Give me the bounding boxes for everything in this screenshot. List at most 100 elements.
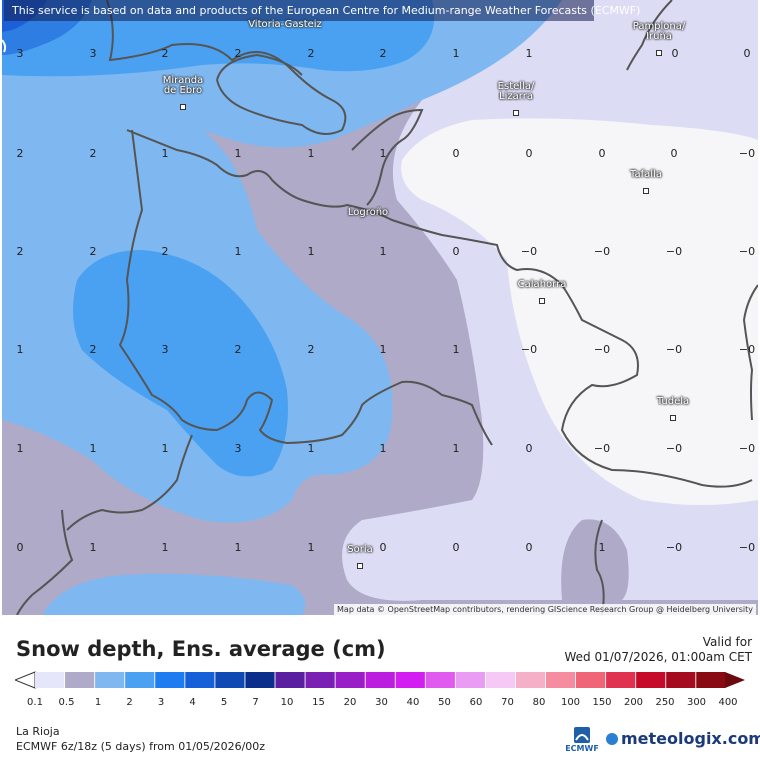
city-label: Logroño (347, 207, 389, 218)
grid-value: 1 (452, 47, 460, 60)
colorbar-segment (365, 672, 395, 688)
grid-value: 1 (307, 147, 315, 160)
grid-value: 1 (598, 541, 606, 554)
grid-value: −0 (593, 442, 611, 455)
snow-zone-trace (401, 118, 758, 505)
model-run-info: ECMWF 6z/18z (5 days) from 01/05/2026/00… (16, 740, 266, 753)
region-borders (16, 0, 758, 615)
grid-value: 0 (671, 47, 679, 60)
city-marker-icon (357, 563, 363, 569)
grid-value: 1 (89, 442, 97, 455)
grid-value: 1 (379, 245, 387, 258)
grid-value: −0 (738, 245, 756, 258)
grid-value: 2 (234, 47, 242, 60)
meteologix-brand[interactable]: meteologix.com (606, 729, 760, 748)
grid-value: 1 (234, 245, 242, 258)
colorbar-segment (35, 672, 65, 688)
ecmwf-logo[interactable]: ECMWF (562, 726, 602, 756)
colorbar-tick-label: 60 (469, 697, 483, 708)
colorbar-tick-label: 300 (686, 697, 707, 708)
city-label: Estella/ Lizarra (497, 81, 535, 102)
grid-value: 0 (743, 47, 751, 60)
ecmwf-disclaimer: This service is based on data and produc… (4, 0, 640, 21)
colorbar-tick-label: 20 (343, 697, 357, 708)
grid-value: −0 (593, 343, 611, 356)
grid-value: 0 (525, 541, 533, 554)
grid-value: 2 (307, 47, 315, 60)
grid-value: 1 (307, 245, 315, 258)
grid-value: 1 (452, 343, 460, 356)
colorbar-high-arrow (725, 672, 745, 688)
grid-value: 1 (379, 147, 387, 160)
colorbar-tick-label: 4 (189, 697, 196, 708)
grid-value: 0 (525, 442, 533, 455)
colorbar-segment (545, 672, 576, 688)
grid-value: 1 (379, 343, 387, 356)
colorbar-tick-label: 10 (280, 697, 294, 708)
grid-value: 1 (89, 541, 97, 554)
grid-value: 2 (89, 245, 97, 258)
grid-value: −0 (738, 442, 756, 455)
grid-value: 1 (525, 47, 533, 60)
grid-value: 1 (234, 147, 242, 160)
colorbar-segment (606, 672, 636, 688)
grid-value: 1 (452, 442, 460, 455)
grid-value: 1 (161, 442, 169, 455)
colorbar-segment (275, 672, 305, 688)
colorbar-tick-label: 30 (375, 697, 388, 708)
grid-value: −0 (593, 245, 611, 258)
city-label: Soria (347, 544, 373, 555)
colorbar (15, 671, 745, 689)
grid-value: 1 (161, 147, 169, 160)
colorbar-tick-label: 50 (438, 697, 451, 708)
grid-value: 1 (16, 343, 24, 356)
colorbar-segment (335, 672, 365, 688)
grid-value: 3 (16, 47, 24, 60)
valid-date: Wed 01/07/2026, 01:00am CET (564, 650, 753, 664)
grid-value: −0 (738, 147, 756, 160)
colorbar-segment (395, 672, 425, 688)
grid-value: 2 (16, 245, 24, 258)
colorbar-segment (425, 672, 455, 688)
grid-value: −0 (738, 541, 756, 554)
meteologix-logo-icon (606, 733, 618, 745)
grid-value: 0 (452, 541, 460, 554)
grid-value: −0 (520, 343, 538, 356)
colorbar-tick-label: 7 (252, 697, 259, 708)
legend-title: Snow depth, Ens. average (cm) (16, 637, 386, 661)
map-attribution[interactable]: Map data © OpenStreetMap contributors, r… (334, 604, 756, 615)
snow-zone-1-2-south (42, 573, 306, 615)
grid-value: 1 (161, 541, 169, 554)
colorbar-segment (95, 672, 125, 688)
grid-value: −0 (738, 343, 756, 356)
colorbar-segment (485, 672, 516, 688)
grid-value: 2 (161, 47, 169, 60)
colorbar-low-arrow (15, 671, 36, 689)
colorbar-segment (185, 672, 215, 688)
colorbar-ticks: 0.1 0.5 1 2 3 4 5 7 10 15 20 30 40 50 60 70 80 100 150 200 2… (0, 697, 760, 711)
colorbar-segment (245, 672, 275, 688)
city-marker-icon (539, 298, 545, 304)
grid-value: 2 (89, 343, 97, 356)
colorbar-tick-label: 15 (312, 697, 325, 708)
grid-value: 1 (234, 541, 242, 554)
map-canvas (2, 0, 758, 615)
snow-depth-map[interactable]: This service is based on data and produc… (2, 0, 758, 615)
grid-value: 2 (89, 147, 97, 160)
city-marker-icon (513, 110, 519, 116)
grid-value: 0 (598, 147, 606, 160)
colorbar-segment (666, 672, 696, 688)
colorbar-tick-label: 400 (718, 697, 738, 708)
city-marker-icon (656, 50, 662, 56)
city-marker-icon (643, 188, 649, 194)
city-label: Tudela (656, 396, 690, 407)
grid-value: 3 (234, 442, 242, 455)
colorbar-tick-label: 0.1 (27, 697, 43, 708)
colorbar-tick-label: 3 (157, 697, 165, 708)
grid-value: 0 (670, 147, 678, 160)
city-marker-icon (670, 415, 676, 421)
colorbar-segment (515, 672, 546, 688)
grid-value: −0 (665, 442, 683, 455)
colorbar-segment (65, 672, 95, 688)
colorbar-tick-label: 80 (532, 697, 546, 708)
